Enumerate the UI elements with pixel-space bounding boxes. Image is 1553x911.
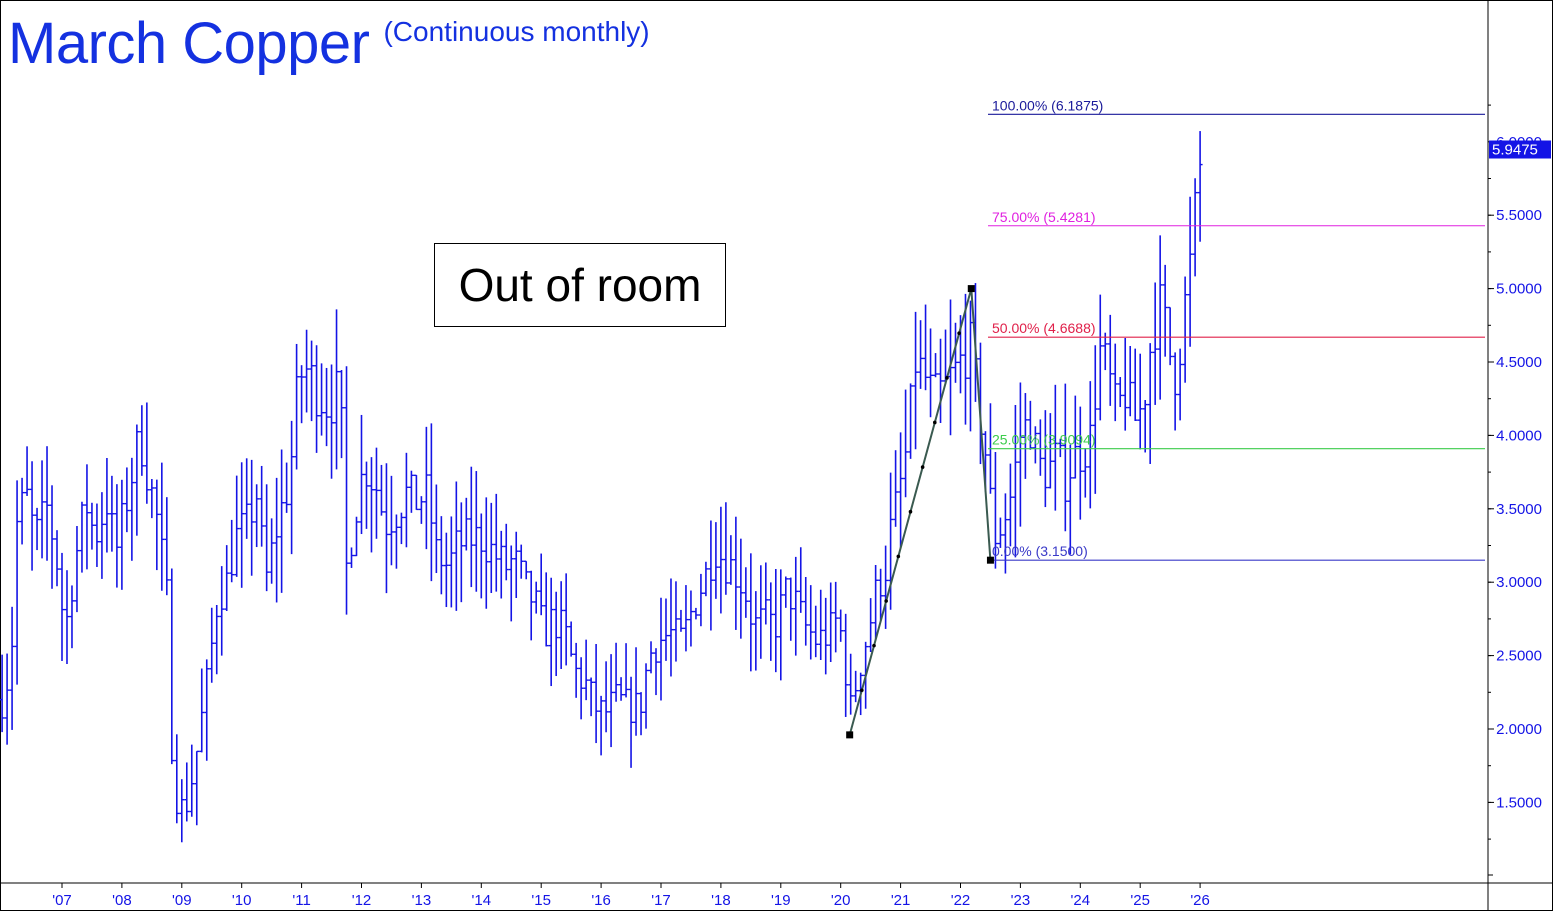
x-tick-label: '12 (352, 892, 372, 909)
last-price-label: 5.9475 (1492, 142, 1538, 159)
x-tick-label: '18 (711, 892, 731, 909)
x-tick-label: '15 (531, 892, 551, 909)
x-tick-label: '11 (292, 892, 310, 909)
x-tick-label: '09 (172, 892, 192, 909)
x-tick-label: '07 (52, 892, 72, 909)
chart-subtitle: (Continuous monthly) (383, 16, 650, 47)
abc-leg-dot (908, 509, 913, 514)
x-tick-label: '21 (891, 892, 911, 909)
y-tick-label: 3.0000 (1496, 574, 1542, 591)
y-tick-label: 4.5000 (1496, 354, 1542, 371)
x-tick-label: '26 (1190, 892, 1210, 909)
x-tick-label: '19 (771, 892, 791, 909)
y-tick-label: 5.0000 (1496, 281, 1542, 298)
chart-title-block: March Copper (Continuous monthly) (8, 10, 650, 77)
abc-leg-dot (957, 331, 961, 336)
chart-title: March Copper (8, 11, 370, 76)
abc-leg-dot (884, 599, 888, 603)
y-tick-label: 3.5000 (1496, 501, 1542, 518)
y-tick-label: 5.5000 (1496, 207, 1542, 224)
fib-level-label: 50.00% (4.6688) (992, 320, 1096, 336)
fib-level-label: 100.00% (6.1875) (992, 97, 1103, 113)
x-tick-label: '13 (412, 892, 432, 909)
y-tick-label: 4.0000 (1496, 427, 1542, 444)
annotation-box: Out of room (434, 243, 726, 327)
abc-leg-dot (860, 688, 864, 693)
abc-pivot-marker (967, 285, 975, 293)
fib-level-label: 75.00% (5.4281) (992, 209, 1096, 225)
abc-leg-dot (945, 376, 949, 380)
y-tick-label: 2.5000 (1496, 648, 1542, 665)
x-tick-label: '24 (1071, 892, 1091, 909)
abc-leg-dot (932, 420, 937, 425)
fib-level-label: 25.00% (3.9094) (992, 432, 1096, 448)
annotation-text: Out of room (458, 259, 702, 311)
x-tick-label: '22 (951, 892, 971, 909)
x-tick-label: '20 (831, 892, 851, 909)
x-tick-label: '25 (1130, 892, 1150, 909)
abc-pivot-marker (986, 556, 994, 564)
x-tick-label: '14 (472, 892, 492, 909)
x-tick-label: '16 (591, 892, 611, 909)
x-tick-label: '17 (651, 892, 671, 909)
abc-leg-dot (920, 465, 925, 469)
x-tick-label: '10 (232, 892, 252, 909)
fib-level-label: 0.00% (3.1500) (992, 543, 1088, 559)
abc-leg-dot (872, 643, 876, 648)
abc-pivot-marker (846, 731, 854, 739)
y-tick-label: 1.5000 (1496, 794, 1542, 811)
abc-leg-dot (896, 554, 901, 559)
x-tick-label: '08 (112, 892, 132, 909)
last-price-tag (1489, 140, 1551, 159)
x-tick-label: '23 (1011, 892, 1031, 909)
y-tick-label: 2.0000 (1496, 721, 1542, 738)
